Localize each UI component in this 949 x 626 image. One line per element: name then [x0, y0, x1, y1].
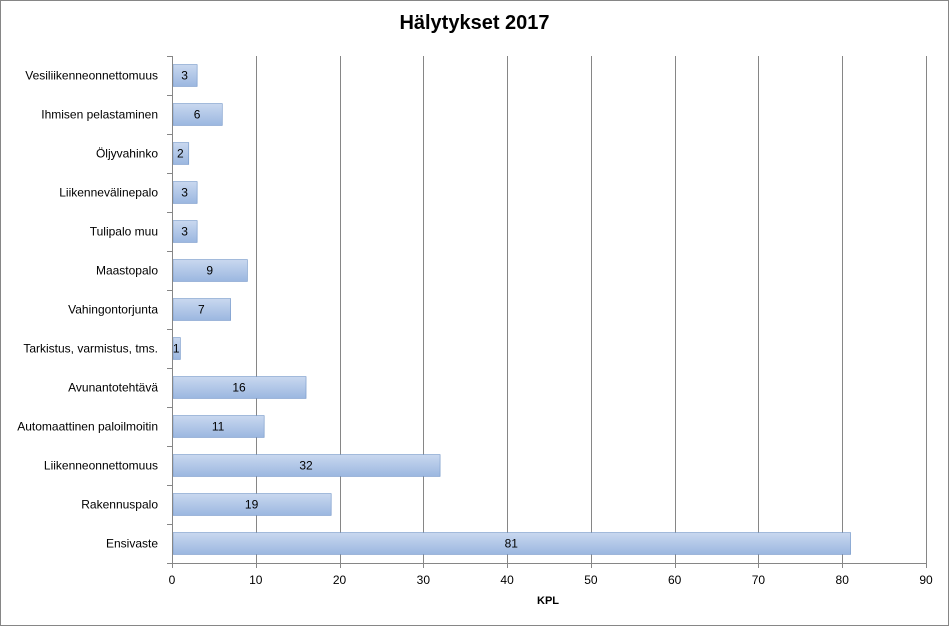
category-label: Liikenneonnettomuus: [44, 459, 158, 473]
x-tick-label: 20: [333, 573, 347, 587]
x-axis-label: KPL: [537, 595, 559, 607]
data-label: 3: [181, 186, 188, 200]
data-label: 1: [173, 342, 180, 356]
x-tick-label: 50: [584, 573, 598, 587]
data-label: 19: [245, 498, 259, 512]
x-tick-label: 70: [752, 573, 766, 587]
category-label: Tarkistus, varmistus, tms.: [23, 342, 158, 356]
data-label: 32: [299, 459, 313, 473]
data-label: 3: [181, 69, 188, 83]
category-label: Ensivaste: [106, 537, 158, 551]
bars: 3 6 2 3 3 9 7 1 16 11 32 19 81: [172, 64, 851, 555]
data-label: 7: [198, 303, 205, 317]
x-tick-label: 60: [668, 573, 682, 587]
x-tick-label: 0: [169, 573, 176, 587]
category-label: Öljyvahinko: [96, 147, 158, 161]
x-tick-label: 40: [500, 573, 514, 587]
category-label: Avunantotehtävä: [68, 381, 158, 395]
data-label: 16: [232, 381, 246, 395]
data-label: 6: [194, 108, 201, 122]
axes: 0 10 20 30 40 50 60 70 80 90 Vesiliikenneonnettomu…: [17, 56, 933, 587]
data-label: 3: [181, 225, 188, 239]
data-label: 9: [206, 264, 213, 278]
category-label: Liikennevälinepalo: [59, 186, 158, 200]
x-tick-label: 30: [417, 573, 431, 587]
x-tick-label: 90: [919, 573, 933, 587]
category-label: Vahingontorjunta: [68, 303, 158, 317]
chart-title: Hälytykset 2017: [399, 12, 550, 34]
x-tick-label: 80: [836, 573, 850, 587]
data-label: 81: [505, 537, 519, 551]
category-label: Automaattinen paloilmoitin: [17, 420, 158, 434]
data-label: 2: [177, 147, 184, 161]
x-tick-label: 10: [249, 573, 263, 587]
category-label: Maastopalo: [96, 264, 158, 278]
category-label: Ihmisen pelastaminen: [41, 108, 158, 122]
category-label: Tulipalo muu: [90, 225, 158, 239]
gridlines: [256, 56, 927, 563]
data-label: 11: [212, 420, 225, 434]
category-label: Vesiliikenneonnettomuus: [25, 69, 158, 83]
category-label: Rakennuspalo: [81, 498, 158, 512]
